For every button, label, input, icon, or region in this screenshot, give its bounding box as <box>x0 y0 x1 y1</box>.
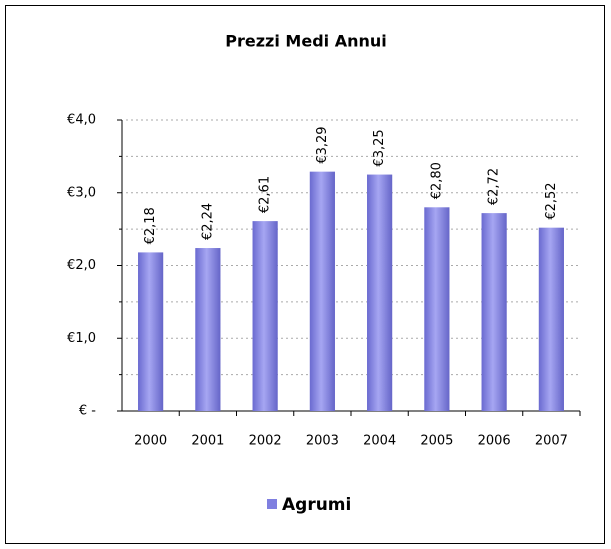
bar <box>252 221 278 411</box>
data-label: €2,61 <box>258 176 273 213</box>
data-label: €2,18 <box>143 207 158 244</box>
x-tick-label: 2002 <box>249 434 282 449</box>
x-tick-label: 2005 <box>420 434 453 449</box>
data-label: €2,80 <box>429 162 444 199</box>
x-tick-label: 2000 <box>134 434 167 449</box>
bar <box>481 213 507 411</box>
data-label: €3,25 <box>372 129 387 166</box>
bar <box>309 171 335 411</box>
y-tick-label: €2,0 <box>67 258 96 273</box>
bar <box>538 227 564 411</box>
x-tick-label: 2004 <box>363 434 396 449</box>
data-label: €2,52 <box>544 182 559 219</box>
data-label: €2,24 <box>200 203 215 240</box>
legend-label: Agrumi <box>282 495 351 515</box>
y-tick-label: €4,0 <box>67 113 96 128</box>
x-tick-label: 2006 <box>478 434 511 449</box>
x-tick-label: 2007 <box>535 434 568 449</box>
bar <box>138 252 164 411</box>
data-label: €2,72 <box>487 168 502 205</box>
y-tick-label: €1,0 <box>67 331 96 346</box>
chart-title: Prezzi Medi Annui <box>225 32 386 51</box>
x-tick-label: 2003 <box>306 434 339 449</box>
bar <box>367 174 393 411</box>
chart-border <box>5 5 605 544</box>
legend-swatch <box>267 499 277 509</box>
data-label: €3,29 <box>315 126 330 163</box>
bar <box>195 248 221 411</box>
y-tick-label: € - <box>79 404 96 419</box>
x-tick-label: 2001 <box>191 434 224 449</box>
y-tick-label: €3,0 <box>67 185 96 200</box>
bar <box>424 207 450 411</box>
